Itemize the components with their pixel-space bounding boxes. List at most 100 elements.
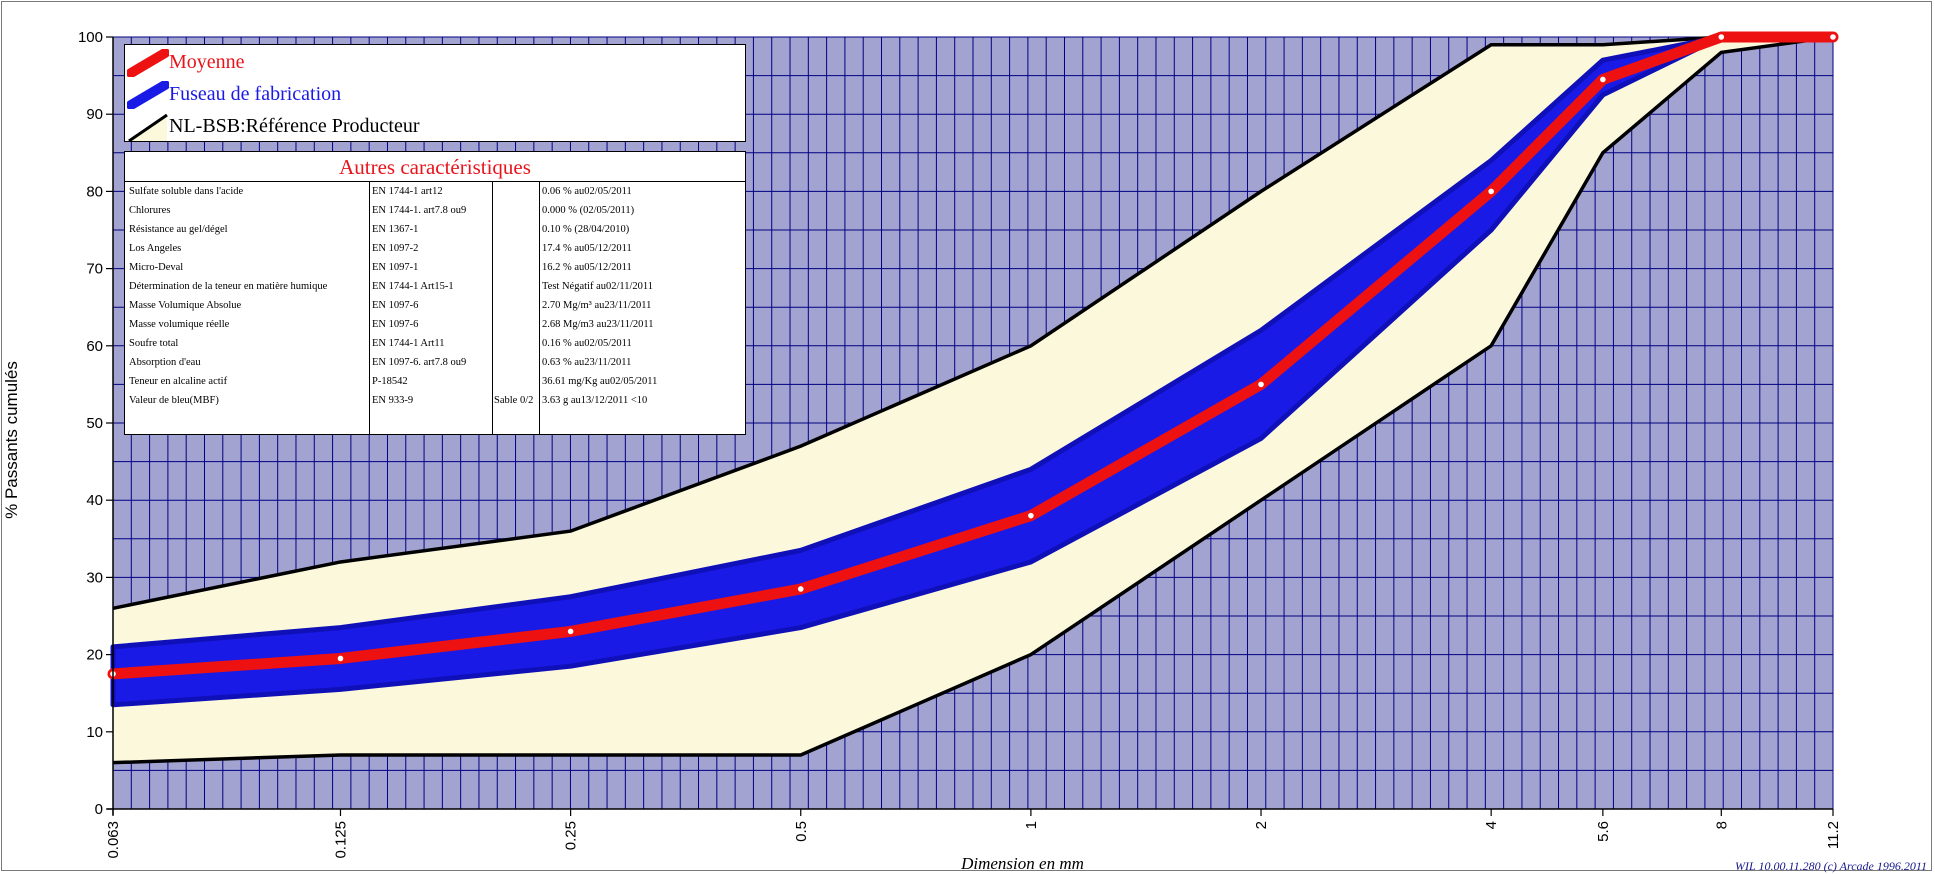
y-tick-label: 10 — [86, 724, 103, 741]
legend-item-moyenne: Moyenne — [125, 47, 745, 77]
x-tick-label: 11.2 — [1825, 821, 1842, 849]
x-tick-label: 0.5 — [793, 821, 810, 842]
table-row: Sulfate soluble dans l'acide EN 1744-1 a… — [125, 182, 745, 201]
moyenne-point — [797, 586, 804, 592]
property-value: 0.06 % au02/05/2011 — [542, 186, 632, 197]
column-divider — [492, 182, 493, 434]
property-name: Soufre total — [129, 338, 179, 349]
table-row: Soufre total EN 1744-1 Art11 0.16 % au02… — [125, 334, 745, 353]
x-tick-label: 8 — [1713, 821, 1730, 829]
legend-label-reference: NL-BSB:Référence Producteur — [169, 115, 420, 137]
property-norm: EN 1097-6. art7.8 ou9 — [372, 357, 467, 368]
property-name: Teneur en alcaline actif — [129, 376, 228, 387]
moyenne-swatch-icon — [127, 49, 169, 77]
properties-body: Sulfate soluble dans l'acide EN 1744-1 a… — [125, 182, 745, 434]
property-name: Chlorures — [129, 205, 171, 216]
property-value: 16.2 % au05/12/2011 — [542, 262, 632, 273]
table-row: Teneur en alcaline actif P-18542 36.61 m… — [125, 372, 745, 391]
x-tick-labels: 0.063 0.125 0.25 0.5 1 2 4 5.6 8 11.2 — [105, 821, 1842, 859]
x-axis-title: Dimension en mm — [961, 854, 1084, 873]
property-value: 2.68 Mg/m3 au23/11/2011 — [542, 319, 654, 330]
moyenne-point — [1488, 188, 1494, 195]
properties-table: Autres caractéristiques Sulfate soluble … — [124, 151, 746, 435]
y-tick-label: 70 — [86, 261, 103, 278]
moyenne-point — [567, 628, 574, 635]
moyenne-point — [1830, 34, 1836, 40]
y-tick-label: 40 — [86, 492, 103, 509]
property-norm: EN 1367-1 — [372, 224, 419, 235]
property-norm: EN 933-9 — [372, 395, 414, 406]
property-norm: EN 1744-1. art7.8 ou9 — [372, 205, 467, 216]
table-row: Masse Volumique Absolue EN 1097-6 2.70 M… — [125, 296, 745, 315]
table-row: Masse volumique réelle EN 1097-6 2.68 Mg… — [125, 315, 745, 334]
legend-item-reference: NL-BSB:Référence Producteur — [125, 111, 745, 141]
reference-lower-line — [112, 35, 1834, 765]
x-tick-label: 0.063 — [105, 821, 122, 859]
property-name: Sulfate soluble dans l'acide — [129, 186, 244, 197]
x-tick-label: 2 — [1253, 821, 1270, 829]
y-tick-label: 80 — [86, 183, 103, 200]
moyenne-point — [1258, 381, 1264, 388]
y-tick-label: 90 — [86, 106, 103, 123]
x-tick-label: 0.25 — [563, 821, 580, 850]
table-row: Absorption d'eau EN 1097-6. art7.8 ou9 0… — [125, 353, 745, 372]
moyenne-point — [337, 655, 344, 662]
property-value: 17.4 % au05/12/2011 — [542, 243, 632, 254]
property-norm: EN 1097-6 — [372, 300, 419, 311]
table-row: Détermination de la teneur en matière hu… — [125, 277, 745, 296]
property-value: 36.61 mg/Kg au02/05/2011 — [542, 376, 658, 387]
property-name: Masse Volumique Absolue — [129, 300, 242, 311]
moyenne-point — [1028, 512, 1034, 519]
property-norm: EN 1744-1 art12 — [372, 186, 443, 197]
moyenne-point — [1600, 76, 1606, 83]
legend-label-moyenne: Moyenne — [169, 51, 245, 73]
reference-envelope — [113, 37, 1833, 763]
property-name: Micro-Deval — [129, 262, 184, 273]
x-tick-label: 5.6 — [1595, 821, 1612, 842]
column-divider — [539, 182, 540, 434]
property-name: Absorption d'eau — [129, 357, 201, 368]
legend: Moyenne Fuseau de fabrication NL-BSB:Réf… — [124, 44, 746, 142]
property-value: 0.63 % au23/11/2011 — [542, 357, 632, 368]
column-divider — [369, 182, 370, 434]
property-value: 0.16 % au02/05/2011 — [542, 338, 632, 349]
property-norm: EN 1097-1 — [372, 262, 419, 273]
y-tick-labels: 0 10 20 30 40 50 60 70 80 90 100 — [78, 29, 103, 818]
table-row: Chlorures EN 1744-1. art7.8 ou9 0.000 % … — [125, 201, 745, 220]
y-tick-label: 20 — [86, 647, 103, 664]
table-row: Valeur de bleu(MBF) EN 933-9 Sable 0/2 3… — [125, 391, 745, 410]
property-fraction: Sable 0/2 — [494, 395, 534, 406]
legend-item-fuseau: Fuseau de fabrication — [125, 79, 745, 109]
table-row: Résistance au gel/dégel EN 1367-1 0.10 %… — [125, 220, 745, 239]
reference-swatch-icon — [128, 113, 168, 141]
version-footer: WIL 10.00.11.280 (c) Arcade 1996.2011 — [1735, 859, 1927, 873]
y-axis-title-text: % Passants cumulés — [2, 361, 21, 519]
property-value: 2.70 Mg/m³ au23/11/2011 — [542, 300, 652, 311]
property-name: Masse volumique réelle — [129, 319, 230, 330]
moyenne-line — [107, 31, 1839, 680]
properties-title: Autres caractéristiques — [125, 152, 745, 182]
property-value: 3.63 g au13/12/2011 <10 — [542, 395, 648, 406]
y-tick-label: 0 — [95, 801, 103, 818]
moyenne-point — [1718, 34, 1725, 40]
property-value: 0.10 % (28/04/2010) — [542, 224, 630, 235]
y-tick-label: 30 — [86, 569, 103, 586]
y-tick-label: 50 — [86, 415, 103, 432]
property-value: Test Négatif au02/11/2011 — [542, 281, 654, 292]
y-tick-label: 100 — [78, 29, 103, 46]
property-name: Résistance au gel/dégel — [129, 224, 228, 235]
property-name: Valeur de bleu(MBF) — [129, 395, 219, 406]
y-tick-label: 60 — [86, 338, 103, 355]
property-norm: EN 1744-1 Art15-1 — [372, 281, 454, 292]
legend-label-fuseau: Fuseau de fabrication — [169, 83, 342, 105]
property-norm: EN 1097-6 — [372, 319, 419, 330]
axes — [106, 36, 1834, 816]
series-layer — [107, 31, 1839, 765]
property-name: Los Angeles — [129, 243, 182, 254]
property-norm: EN 1744-1 Art11 — [372, 338, 445, 349]
property-norm: EN 1097-2 — [372, 243, 419, 254]
property-value: 0.000 % (02/05/2011) — [542, 205, 635, 216]
fuseau-swatch-icon — [127, 81, 169, 109]
x-tick-label: 0.125 — [332, 821, 349, 859]
